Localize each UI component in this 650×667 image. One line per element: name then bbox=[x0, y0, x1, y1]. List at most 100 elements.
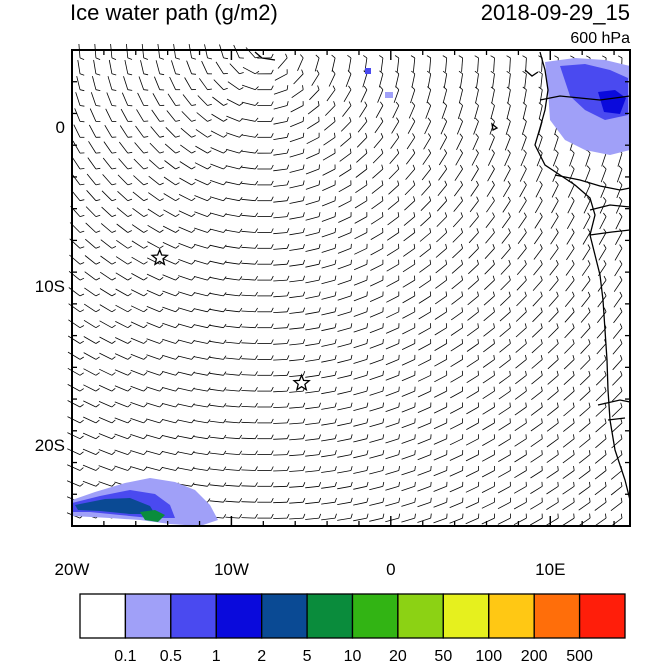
wind-barb-feather bbox=[95, 467, 100, 471]
wind-barb-feather bbox=[223, 355, 227, 360]
wind-barb-feather bbox=[490, 102, 495, 106]
wind-barb bbox=[289, 501, 304, 504]
wind-barb bbox=[209, 468, 224, 471]
wind-barb bbox=[163, 209, 176, 217]
wind-barb bbox=[369, 343, 384, 349]
wind-barb-feather bbox=[286, 196, 290, 201]
wind-barb bbox=[385, 485, 399, 491]
wind-barb bbox=[598, 232, 607, 245]
wind-barb bbox=[120, 108, 129, 122]
wind-barb-feather bbox=[350, 307, 353, 312]
wind-barb bbox=[563, 375, 575, 385]
wind-barb bbox=[513, 517, 527, 526]
wind-barb-feather bbox=[411, 86, 416, 90]
wind-barb-feather bbox=[523, 180, 527, 186]
wind-barb bbox=[437, 200, 447, 212]
wind-barb bbox=[530, 470, 543, 479]
wind-barb-feather bbox=[477, 323, 479, 328]
wind-barb-feather bbox=[270, 53, 274, 59]
wind-barb-feather bbox=[460, 228, 463, 233]
colorbar-label: 20 bbox=[389, 648, 407, 665]
wind-barb bbox=[370, 279, 384, 287]
wind-barb bbox=[99, 288, 113, 297]
wind-barb-feather bbox=[587, 212, 591, 217]
wind-barb-feather bbox=[95, 105, 101, 107]
wind-barb-feather bbox=[270, 386, 274, 392]
wind-barb-feather bbox=[413, 196, 416, 201]
wind-barb bbox=[164, 143, 176, 154]
wind-barb-feather bbox=[223, 307, 227, 313]
wind-barb bbox=[450, 327, 463, 336]
wind-barb bbox=[305, 470, 320, 473]
ice-cloud-core2-ne bbox=[598, 90, 626, 114]
wind-barb-feather bbox=[620, 450, 623, 455]
wind-barb bbox=[417, 485, 431, 492]
wind-barb bbox=[131, 289, 144, 297]
wind-barb-feather bbox=[302, 291, 306, 297]
colorbar-label: 0.1 bbox=[114, 648, 137, 665]
wind-barb bbox=[277, 57, 288, 69]
wind-barb bbox=[338, 168, 352, 177]
wind-barb bbox=[119, 125, 129, 138]
wind-barb-feather bbox=[570, 55, 575, 59]
wind-barb bbox=[353, 263, 368, 271]
wind-barb bbox=[146, 338, 160, 344]
wind-barb bbox=[177, 371, 192, 376]
wind-barb bbox=[273, 343, 288, 345]
wind-barb-feather bbox=[270, 180, 274, 186]
wind-barb-feather bbox=[207, 466, 211, 471]
wind-barb-feather bbox=[571, 228, 575, 233]
wind-barb bbox=[146, 273, 160, 281]
wind-barb-feather bbox=[223, 228, 227, 233]
wind-barb-feather bbox=[524, 275, 527, 281]
wind-barb bbox=[289, 327, 304, 330]
wind-barb bbox=[454, 168, 463, 181]
wind-barb-feather bbox=[270, 228, 274, 233]
wind-barb-feather bbox=[382, 370, 384, 376]
wind-barb-feather bbox=[366, 386, 369, 392]
wind-barb bbox=[338, 216, 352, 223]
wind-barb-feather bbox=[493, 307, 495, 312]
wind-barb bbox=[389, 152, 400, 165]
wind-barb bbox=[209, 372, 224, 376]
wind-barb-feather bbox=[143, 372, 148, 376]
wind-barb bbox=[420, 200, 431, 211]
y-tick-label: 10S bbox=[34, 277, 65, 296]
wind-barb-feather bbox=[302, 85, 304, 90]
wind-barb bbox=[385, 359, 399, 366]
wind-barb-feather bbox=[286, 116, 289, 122]
wind-barb bbox=[195, 145, 208, 154]
wind-barb-feather bbox=[619, 339, 623, 344]
wind-barb-feather bbox=[444, 164, 448, 170]
wind-barb bbox=[212, 96, 224, 106]
wind-barb-feather bbox=[430, 465, 432, 471]
wind-barb bbox=[305, 327, 320, 331]
wind-barb-feather bbox=[490, 55, 495, 59]
wind-barb bbox=[305, 406, 320, 410]
wind-barb bbox=[130, 466, 144, 471]
wind-barb-feather bbox=[318, 212, 321, 217]
wind-barb-feather bbox=[127, 73, 133, 76]
wind-barb-feather bbox=[127, 467, 132, 471]
wind-barb bbox=[86, 190, 97, 201]
wind-barb-feather bbox=[191, 276, 195, 281]
wind-barb-feather bbox=[95, 199, 101, 202]
colorbar-label: 10 bbox=[343, 648, 362, 665]
wind-barb bbox=[305, 517, 320, 520]
wind-barb bbox=[305, 168, 320, 175]
wind-barb bbox=[114, 369, 128, 376]
wind-barb bbox=[331, 57, 336, 72]
wind-barb bbox=[166, 110, 176, 122]
wind-barb bbox=[241, 326, 256, 329]
wind-barb-feather bbox=[413, 243, 416, 249]
wind-barb-feather bbox=[556, 291, 559, 297]
wind-barb-feather bbox=[318, 434, 321, 439]
wind-barb-feather bbox=[414, 513, 416, 519]
wind-barb bbox=[515, 359, 527, 369]
wind-barb-feather bbox=[79, 419, 84, 424]
wind-barb bbox=[241, 358, 256, 360]
wind-barb bbox=[179, 177, 192, 186]
wind-barb bbox=[67, 416, 81, 424]
wind-barb-feather bbox=[143, 261, 148, 265]
wind-barb bbox=[105, 108, 113, 122]
